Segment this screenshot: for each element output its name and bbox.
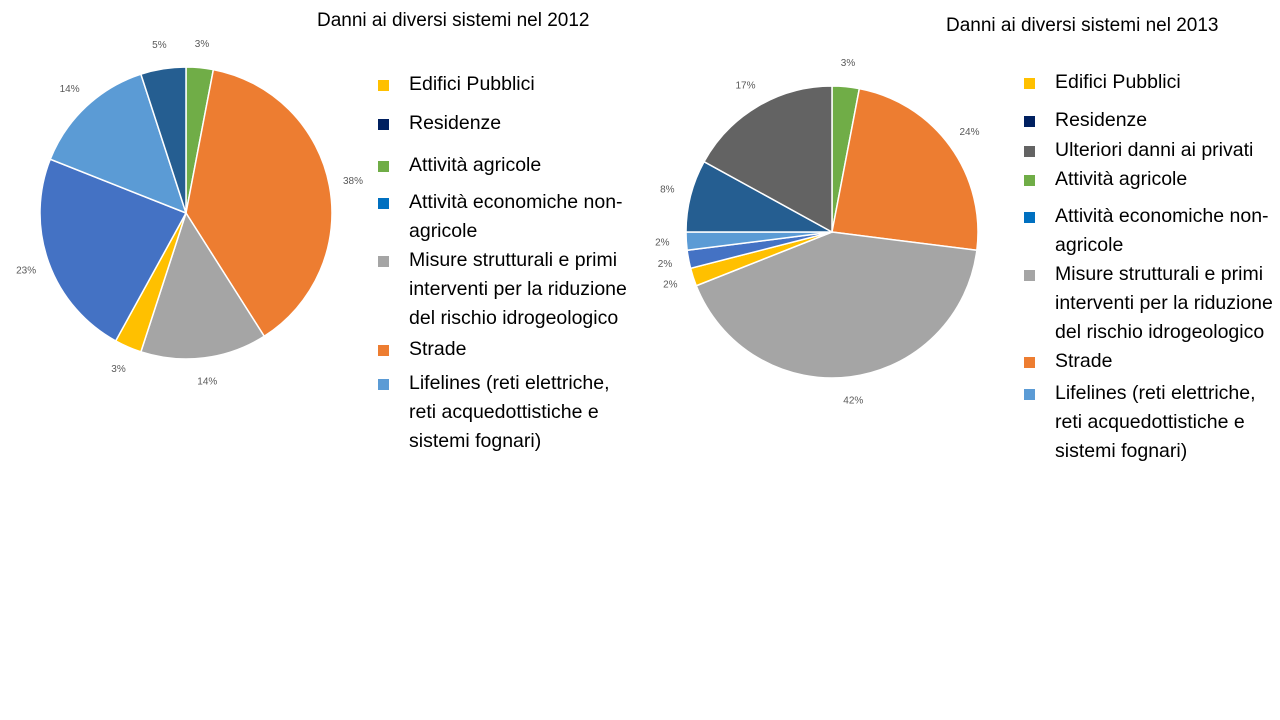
legend-2012: Edifici Pubblici Residenze Attività agri…	[378, 70, 638, 456]
data-label-0-2: 14%	[197, 377, 217, 388]
legend-item-strade: Strade	[1024, 347, 1274, 376]
legend-item-ulteriori-danni: Ulteriori danni ai privati	[1024, 136, 1270, 165]
legend-swatch	[378, 256, 389, 267]
legend-label: Residenze	[1055, 109, 1148, 131]
legend-swatch	[1024, 175, 1035, 186]
legend-item-attivita-agricole: Attività agricole	[378, 151, 638, 180]
legend-item-lifelines: Lifelines (reti elettriche, reti acquedo…	[1024, 379, 1270, 466]
data-label-1-6: 8%	[660, 185, 675, 196]
legend-label: Attività economiche non-agricole	[409, 191, 623, 242]
legend-swatch	[1024, 78, 1035, 89]
legend-item-attivita-economiche: Attività economiche non-agricole	[1024, 202, 1280, 260]
legend-label: Ulteriori danni ai privati	[1055, 139, 1254, 161]
legend-swatch	[378, 379, 389, 390]
data-label-0-3: 3%	[111, 364, 126, 375]
data-label-0-6: 5%	[152, 40, 167, 51]
data-label-1-2: 42%	[843, 396, 863, 407]
legend-item-misure-strutturali: Misure strutturali e primi interventi pe…	[378, 246, 644, 333]
pie-slice-1-7	[703, 85, 833, 234]
data-label-1-1: 24%	[959, 127, 979, 138]
pie-slice-0-2	[139, 211, 266, 360]
legend-label: Attività economiche non-agricole	[1055, 205, 1269, 256]
pie-slice-1-1	[831, 87, 979, 252]
legend-item-attivita-agricole: Attività agricole	[1024, 165, 1274, 194]
legend-label: Residenze	[409, 112, 502, 134]
pie-slice-1-2	[695, 231, 978, 379]
legend-swatch	[1024, 146, 1035, 157]
data-label-1-4: 2%	[658, 259, 673, 270]
legend-label: Misure strutturali e primi interventi pe…	[1055, 263, 1273, 343]
legend-item-strade: Strade	[378, 335, 638, 364]
legend-item-lifelines: Lifelines (reti elettriche, reti acquedo…	[378, 369, 624, 456]
chart-title-2013: Danni ai diversi sistemi nel 2013	[946, 15, 1219, 36]
legend-swatch	[1024, 270, 1035, 281]
chart-title-2012: Danni ai diversi sistemi nel 2012	[317, 10, 590, 31]
legend-swatch	[378, 161, 389, 172]
pie-slice-0-6	[139, 66, 187, 214]
legend-item-residenze: Residenze	[1024, 106, 1274, 135]
data-label-1-5: 2%	[655, 238, 670, 249]
legend-label: Attività agricole	[1055, 168, 1188, 190]
data-label-0-1: 38%	[343, 176, 363, 187]
legend-label: Strade	[409, 338, 467, 360]
legend-swatch	[1024, 116, 1035, 127]
legend-label: Edifici Pubblici	[409, 73, 535, 95]
legend-swatch	[1024, 212, 1035, 223]
legend-swatch	[378, 345, 389, 356]
legend-label: Attività agricole	[409, 154, 542, 176]
legend-item-attivita-economiche: Attività economiche non-agricole	[378, 188, 634, 246]
legend-swatch	[378, 119, 389, 130]
legend-swatch	[1024, 357, 1035, 368]
legend-item-residenze: Residenze	[378, 109, 638, 138]
data-label-1-3: 2%	[663, 280, 678, 291]
data-label-0-5: 14%	[60, 84, 80, 95]
legend-item-misure-strutturali: Misure strutturali e primi interventi pe…	[1024, 260, 1280, 347]
data-label-1-0: 3%	[841, 58, 856, 69]
legend-swatch	[378, 80, 389, 91]
legend-swatch	[378, 198, 389, 209]
pie-chart-2013: 3% 24% 42% 2% 2% 2% 8% 17%	[655, 58, 980, 407]
data-label-0-4: 23%	[16, 266, 36, 277]
legend-label: Strade	[1055, 350, 1113, 372]
pie-chart-2012: 3% 38% 14% 3% 23% 14% 5%	[16, 39, 363, 388]
data-label-1-7: 17%	[735, 81, 755, 92]
legend-swatch	[1024, 389, 1035, 400]
legend-item-edifici-pubblici: Edifici Pubblici	[1024, 68, 1274, 97]
legend-2013: Edifici Pubblici Residenze Ulteriori dan…	[1024, 68, 1274, 466]
legend-label: Edifici Pubblici	[1055, 71, 1181, 93]
data-label-0-0: 3%	[195, 39, 210, 50]
pie-slice-0-4	[39, 158, 188, 342]
legend-label: Lifelines (reti elettriche, reti acquedo…	[409, 372, 610, 452]
legend-label: Lifelines (reti elettriche, reti acquedo…	[1055, 382, 1256, 462]
legend-label: Misure strutturali e primi interventi pe…	[409, 249, 627, 329]
legend-item-edifici-pubblici: Edifici Pubblici	[378, 70, 638, 99]
